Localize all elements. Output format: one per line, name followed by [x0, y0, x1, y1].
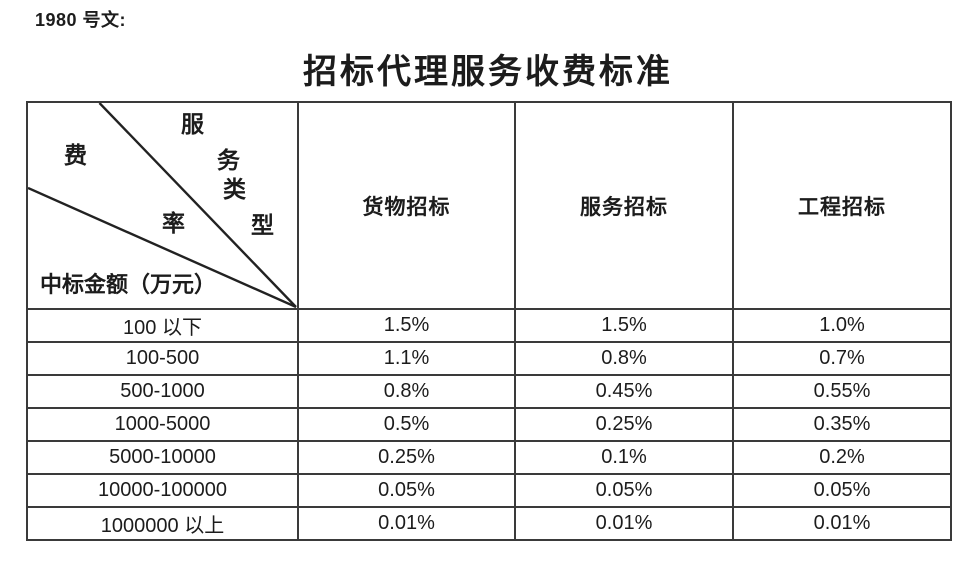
table-row: 10000-100000 0.05% 0.05% 0.05% — [26, 473, 952, 508]
rate-cell-service: 0.25% — [514, 407, 734, 442]
page-title: 招标代理服务收费标准 — [303, 52, 673, 92]
doc-ref-label: 1980 号文: — [35, 10, 127, 30]
amount-range-cell: 500-1000 — [26, 374, 299, 409]
rate-cell-service: 0.1% — [514, 440, 734, 475]
table-row: 500-1000 0.8% 0.45% 0.55% — [26, 374, 952, 409]
rate-cell-service: 0.45% — [514, 374, 734, 409]
rate-cell-goods: 0.25% — [297, 440, 516, 475]
rate-cell-goods: 1.5% — [297, 308, 516, 343]
rate-cell-engineering: 0.05% — [732, 473, 952, 508]
rate-cell-service: 0.01% — [514, 506, 734, 541]
rate-cell-service: 1.5% — [514, 308, 734, 343]
rate-cell-goods: 0.05% — [297, 473, 516, 508]
column-header-goods: 货物招标 — [297, 101, 516, 310]
amount-range-cell: 5000-10000 — [26, 440, 299, 475]
rate-cell-service: 0.8% — [514, 341, 734, 376]
amount-range-cell: 1000000 以上 — [26, 506, 299, 541]
diagonal-line-upper — [98, 104, 296, 307]
corner-char-rate: 率 — [162, 210, 185, 237]
table-header-row: 服 费 务 类 率 型 中标金额（万元） 货物招标 服务招标 工程招标 — [26, 101, 952, 310]
diagonal-header-cell: 服 费 务 类 率 型 中标金额（万元） — [26, 101, 299, 310]
diagonal-lines-graphic — [29, 104, 296, 307]
corner-char-service-1: 服 — [181, 111, 204, 138]
corner-char-service-3: 类 — [223, 176, 246, 203]
amount-range-cell: 10000-100000 — [26, 473, 299, 508]
rate-cell-goods: 0.01% — [297, 506, 516, 541]
fee-table: 服 费 务 类 率 型 中标金额（万元） 货物招标 服务招标 工程招标 100 … — [26, 101, 952, 541]
rate-cell-goods: 0.8% — [297, 374, 516, 409]
rate-cell-service: 0.05% — [514, 473, 734, 508]
table-row: 1000-5000 0.5% 0.25% 0.35% — [26, 407, 952, 442]
column-header-engineering: 工程招标 — [732, 101, 952, 310]
table-row: 5000-10000 0.25% 0.1% 0.2% — [26, 440, 952, 475]
rate-cell-goods: 1.1% — [297, 341, 516, 376]
amount-range-cell: 100-500 — [26, 341, 299, 376]
rate-cell-engineering: 0.2% — [732, 440, 952, 475]
table-row: 100-500 1.1% 0.8% 0.7% — [26, 341, 952, 376]
column-header-service: 服务招标 — [514, 101, 734, 310]
corner-char-fee: 费 — [64, 142, 87, 169]
rate-cell-engineering: 0.7% — [732, 341, 952, 376]
rate-cell-engineering: 1.0% — [732, 308, 952, 343]
corner-char-service-2: 务 — [217, 147, 240, 174]
amount-range-cell: 1000-5000 — [26, 407, 299, 442]
rate-cell-engineering: 0.35% — [732, 407, 952, 442]
amount-range-cell: 100 以下 — [26, 308, 299, 343]
corner-amount-axis-label: 中标金额（万元） — [40, 272, 217, 298]
rate-cell-engineering: 0.01% — [732, 506, 952, 541]
rate-cell-goods: 0.5% — [297, 407, 516, 442]
table-row: 1000000 以上 0.01% 0.01% 0.01% — [26, 506, 952, 541]
diagonal-line-lower — [29, 187, 296, 307]
corner-char-service-4: 型 — [251, 212, 274, 239]
rate-cell-engineering: 0.55% — [732, 374, 952, 409]
table-row: 100 以下 1.5% 1.5% 1.0% — [26, 308, 952, 343]
